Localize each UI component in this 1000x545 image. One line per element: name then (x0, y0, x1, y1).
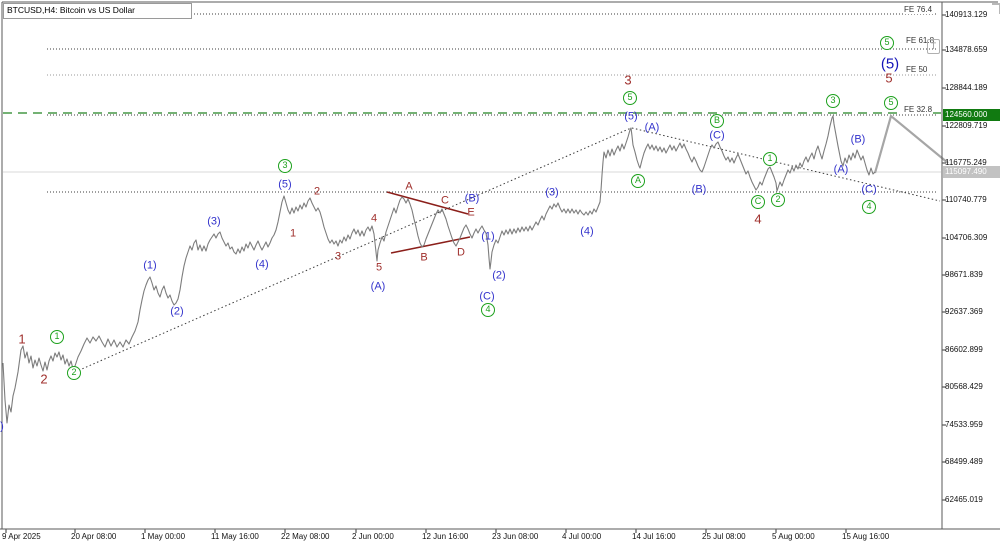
time-axis-label: 9 Apr 2025 (2, 532, 41, 541)
time-axis-label: 25 Jul 08:00 (702, 532, 746, 541)
wave-label[interactable]: A (405, 180, 413, 193)
wave-label[interactable]: 1 (289, 227, 297, 240)
wave-label[interactable]: 2 (67, 366, 81, 380)
wave-label[interactable]: 4 (370, 212, 378, 225)
price-tag: 115097.490 (943, 166, 1000, 178)
price-axis-label: 86602.899 (945, 345, 983, 354)
level-line (74, 127, 632, 373)
wave-label[interactable]: 3 (334, 250, 342, 263)
wave-label[interactable]: (B) (691, 183, 707, 196)
wave-label[interactable]: (2) (492, 269, 506, 282)
wave-label[interactable]: 2 (313, 185, 321, 198)
wave-label[interactable]: 4 (862, 200, 876, 214)
price-axis-label: 92637.369 (945, 307, 983, 316)
fib-level-label[interactable]: FE 50 (905, 65, 929, 74)
text-object-button[interactable]: T (927, 39, 940, 54)
level-line (631, 127, 941, 202)
wave-label[interactable]: 1 (763, 152, 777, 166)
time-axis-label: 14 Jul 16:00 (632, 532, 676, 541)
level-line (386, 191, 469, 215)
wave-label[interactable]: 5 (623, 91, 637, 105)
time-axis-label: 12 Jun 16:00 (422, 532, 469, 541)
wave-label[interactable]: (4) (255, 258, 269, 271)
wave-label[interactable]: (3) (545, 186, 559, 199)
wave-label[interactable]: (5) (624, 110, 638, 123)
price-tag: 124560.000 (943, 109, 1000, 121)
scale-corner-mark (992, 3, 1000, 14)
fib-level-label[interactable]: FE 32.8 (903, 105, 934, 114)
level-line (390, 236, 471, 254)
price-axis-label: 110740.779 (945, 195, 987, 204)
wave-label[interactable]: (A) (370, 280, 386, 293)
wave-label[interactable]: 4 (754, 211, 762, 227)
price-axis-label: 104706.309 (945, 233, 988, 242)
price-axis-label: 116775.249 (945, 158, 987, 167)
wave-label[interactable]: 2 (40, 371, 48, 387)
time-axis-label: 20 Apr 08:00 (71, 532, 117, 541)
wave-label[interactable]: 3 (278, 159, 292, 173)
wave-label[interactable]: A (631, 174, 645, 188)
time-axis-label: 15 Aug 16:00 (842, 532, 890, 541)
wave-label[interactable]: (3) (207, 215, 221, 228)
wave-label[interactable]: (C) (479, 290, 495, 303)
wave-label[interactable]: D (457, 246, 465, 259)
wave-label[interactable]: 5 (885, 70, 893, 86)
wave-label[interactable]: (B) (850, 133, 866, 146)
wave-label[interactable]: (B) (464, 192, 480, 205)
time-axis-label: 11 May 16:00 (211, 532, 259, 541)
wave-label[interactable]: 3 (624, 72, 632, 88)
wave-label[interactable]: 2 (771, 193, 785, 207)
price-axis-label: 80568.429 (945, 382, 983, 391)
price-axis-label: 74533.959 (945, 420, 983, 429)
fib-level-label[interactable]: FE 76.4 (903, 5, 934, 14)
price-axis-label: 62465.019 (945, 495, 983, 504)
price-axis-label: 98671.839 (945, 270, 983, 279)
wave-label[interactable]: (1) (143, 259, 157, 272)
wave-label[interactable]: 5 (884, 96, 898, 110)
wave-label[interactable]: (2) (170, 305, 184, 318)
chart-title: BTCUSD,H4: Bitcoin vs US Dollar (3, 3, 192, 19)
wave-label[interactable]: (4) (580, 225, 594, 238)
price-axis-label: 128844.189 (945, 83, 988, 92)
wave-label[interactable]: (5) (278, 178, 292, 191)
wave-label[interactable]: 5 (375, 261, 383, 274)
wave-label[interactable]: ) (0, 420, 4, 433)
wave-label[interactable]: (1) (481, 230, 495, 243)
wave-label[interactable]: 3 (826, 94, 840, 108)
projection-line (873, 114, 949, 174)
price-axis-label: 134878.659 (945, 45, 988, 54)
wave-label[interactable]: 1 (18, 331, 26, 347)
wave-label[interactable]: (C) (861, 183, 877, 196)
wave-label[interactable]: B (710, 114, 724, 128)
wave-label[interactable]: 1 (50, 330, 64, 344)
price-axis-label: 122809.719 (945, 121, 988, 130)
wave-label[interactable]: 5 (880, 36, 894, 50)
wave-label[interactable]: 4 (481, 303, 495, 317)
time-axis-label: 22 May 08:00 (281, 532, 330, 541)
price-axis-label: 68499.489 (945, 457, 983, 466)
fib-level-label[interactable]: FE 61.8 (905, 36, 936, 45)
wave-label[interactable]: (5) (880, 55, 900, 73)
wave-label[interactable]: (A) (833, 163, 849, 176)
wave-label[interactable]: C (441, 194, 449, 207)
wave-label[interactable]: E (467, 206, 475, 219)
time-axis-label: 2 Jun 00:00 (352, 532, 394, 541)
price-line (2, 115, 876, 424)
wave-label[interactable]: B (420, 251, 428, 264)
price-axis-label: 140913.129 (945, 10, 988, 19)
wave-label[interactable]: C (751, 195, 765, 209)
time-axis-label: 5 Aug 00:00 (772, 532, 815, 541)
time-axis-label: 4 Jul 00:00 (562, 532, 602, 541)
wave-label[interactable]: (C) (709, 129, 725, 142)
wave-label[interactable]: (A) (644, 121, 660, 134)
time-axis-label: 1 May 00:00 (141, 532, 186, 541)
time-axis-label: 23 Jun 08:00 (492, 532, 539, 541)
